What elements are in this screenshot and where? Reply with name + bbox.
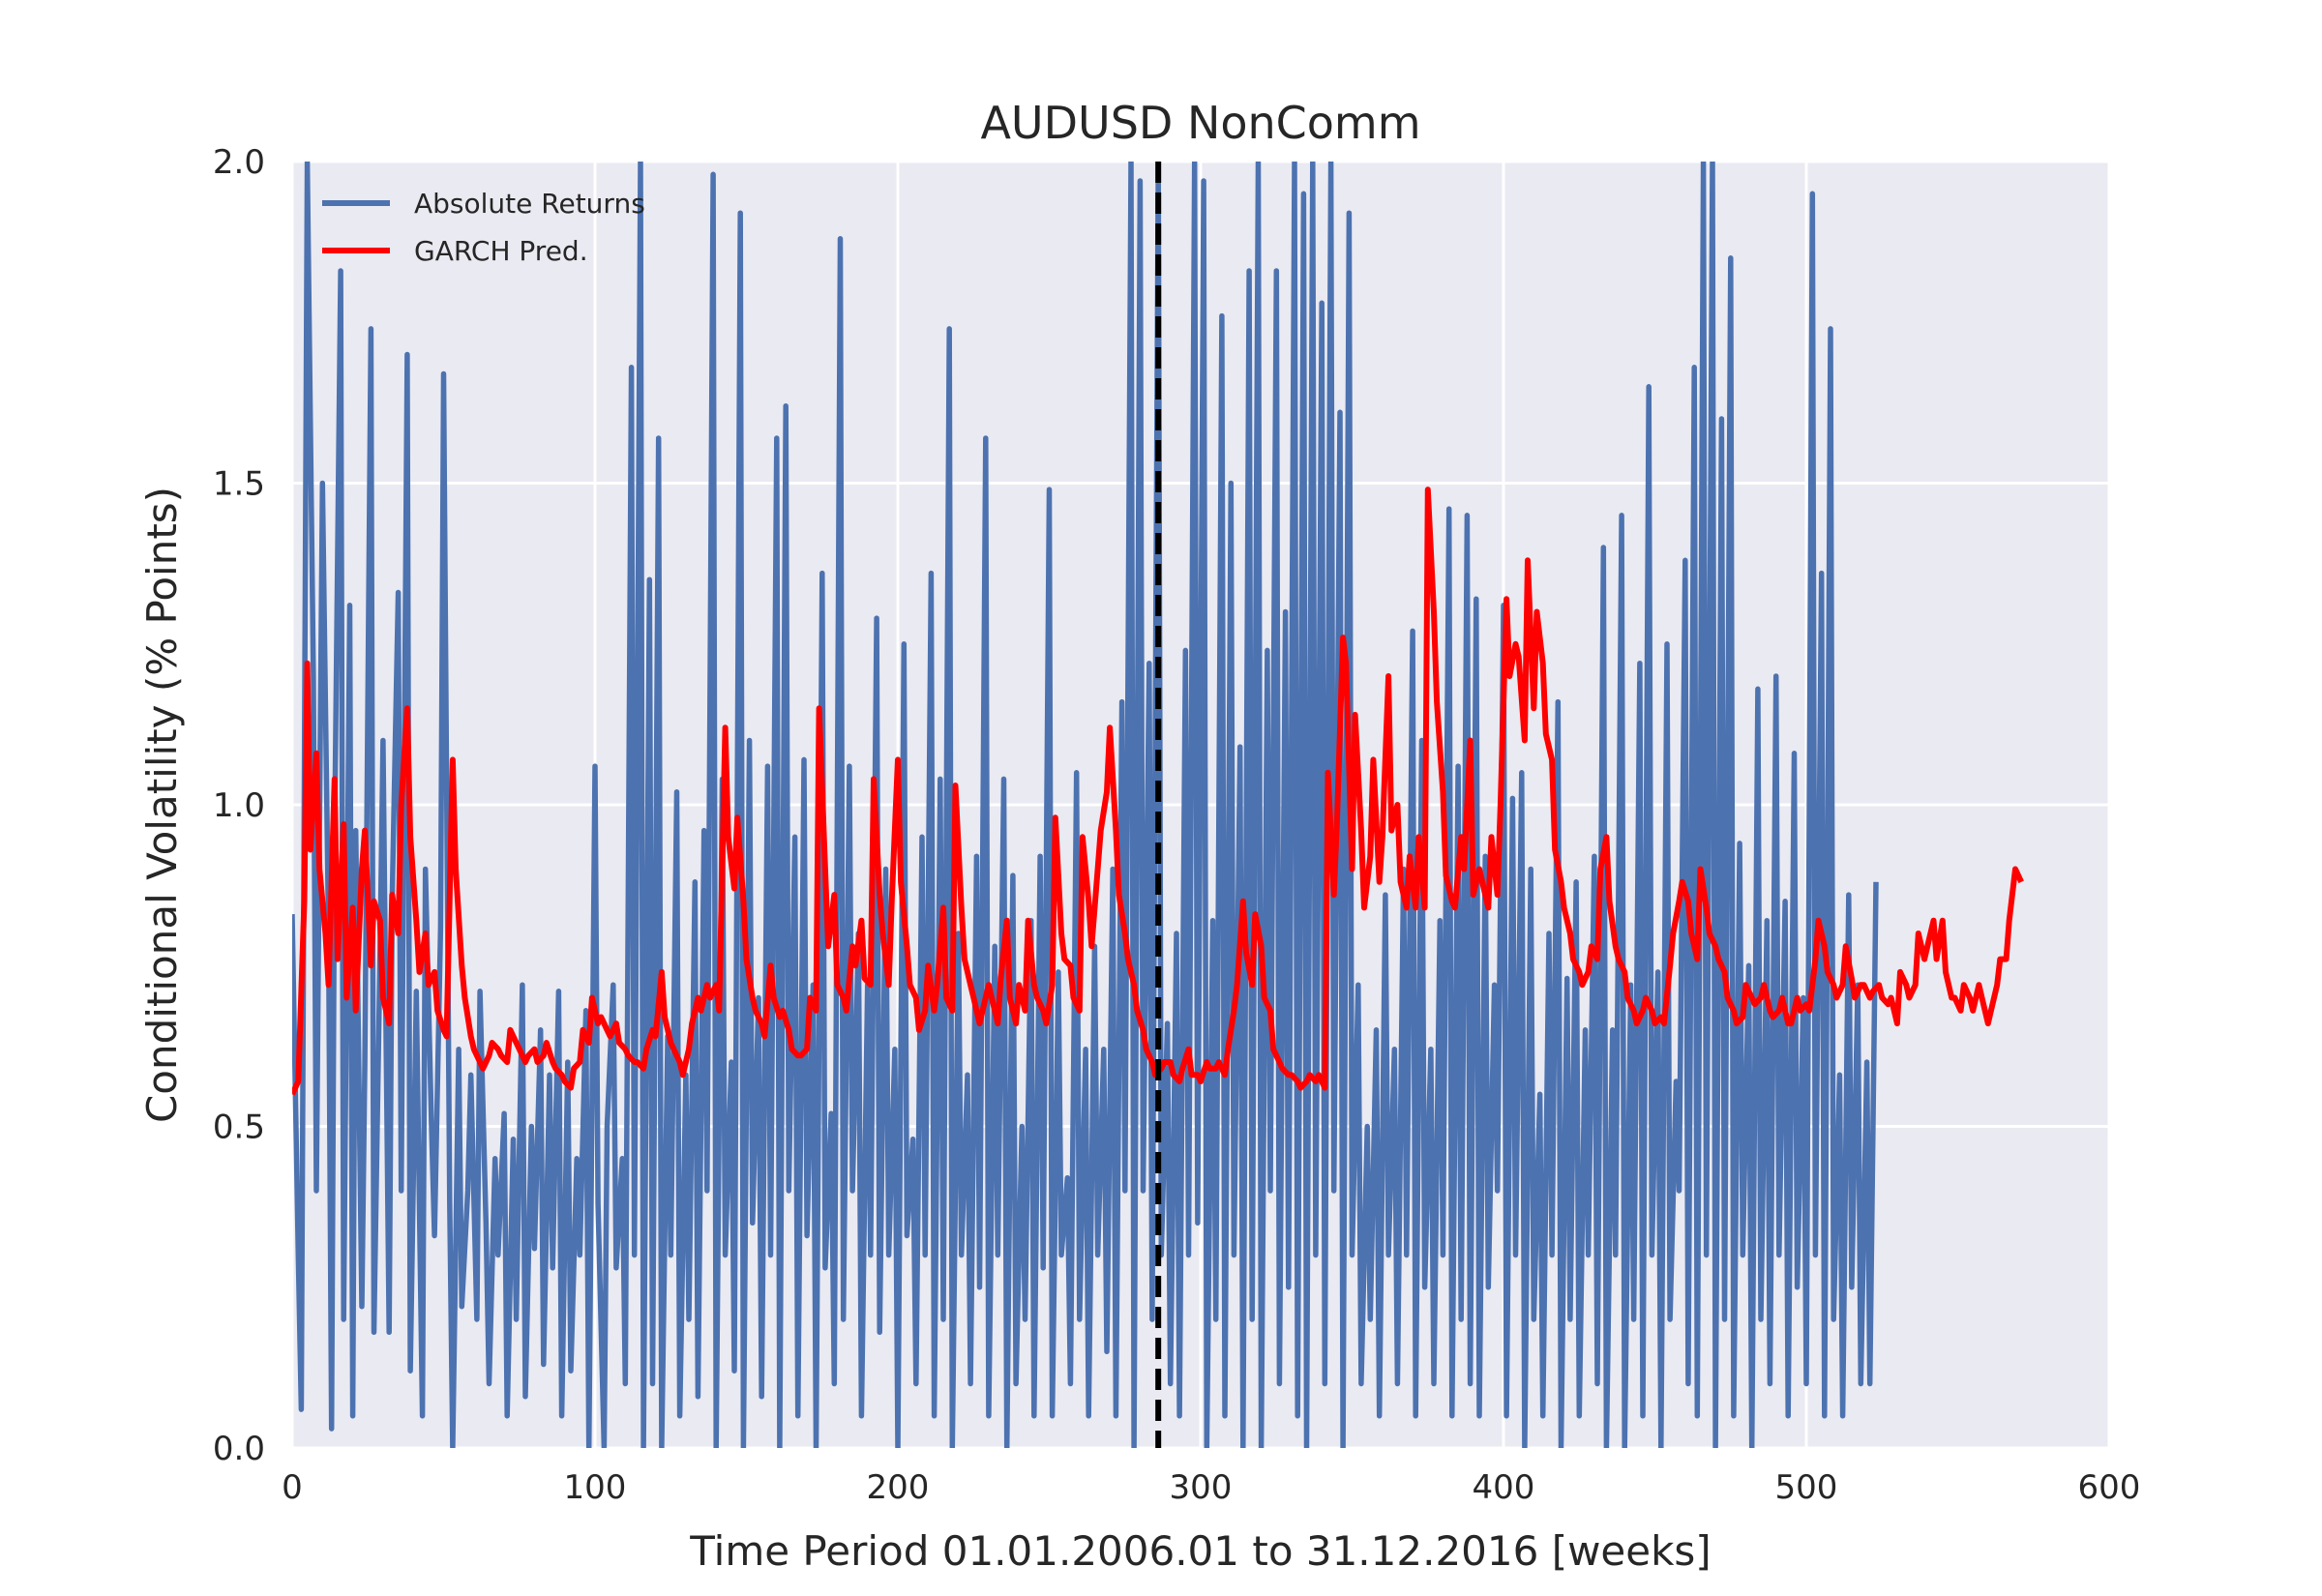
- legend-label: GARCH Pred.: [414, 235, 588, 267]
- x-tick-label: 300: [1170, 1468, 1233, 1507]
- x-tick-label: 0: [282, 1468, 303, 1507]
- y-tick-label: 2.0: [213, 143, 265, 182]
- y-tick-label: 0.5: [213, 1108, 265, 1147]
- y-axis-label: Conditional Volatility (% Points): [138, 487, 186, 1123]
- legend-label: Absolute Returns: [414, 188, 645, 220]
- legend: Absolute Returns GARCH Pred.: [322, 188, 645, 267]
- x-tick-label: 600: [2078, 1468, 2141, 1507]
- series-layer: [292, 162, 2024, 1448]
- chart-title: AUDUSD NonComm: [980, 97, 1420, 149]
- tick-labels: 0 100 200 300 400 500 600 0.0 0.5 1.0 1.5 2.0: [213, 143, 2141, 1507]
- y-tick-label: 0.0: [213, 1430, 265, 1468]
- x-tick-label: 200: [867, 1468, 930, 1507]
- y-tick-label: 1.0: [213, 786, 265, 825]
- x-axis-label: Time Period 01.01.2006.01 to 31.12.2016 …: [689, 1527, 1711, 1575]
- x-tick-label: 500: [1775, 1468, 1838, 1507]
- x-tick-label: 100: [564, 1468, 627, 1507]
- y-tick-label: 1.5: [213, 465, 265, 504]
- series-line-absolute-returns: [292, 162, 1879, 1448]
- series-line-garch-pred: [292, 487, 2024, 1096]
- x-tick-label: 400: [1473, 1468, 1535, 1507]
